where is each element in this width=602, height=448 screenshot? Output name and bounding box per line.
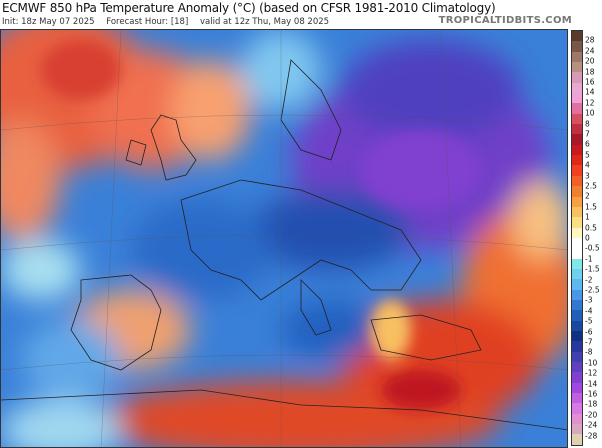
colorbar-label: -2 <box>585 275 593 285</box>
colorbar-label: -12 <box>585 368 598 378</box>
colorbar-swatch <box>572 320 582 331</box>
colorbar-swatch <box>572 434 582 445</box>
colorbar-label: -7 <box>585 337 593 347</box>
colorbar-swatch <box>572 196 582 207</box>
colorbar-label: -28 <box>585 431 598 441</box>
colorbar-label: 0 <box>585 233 590 243</box>
colorbar-swatch <box>572 51 582 63</box>
colorbar-label: 3 <box>585 171 590 181</box>
colorbar <box>571 30 583 446</box>
colorbar-label: -2.5 <box>585 285 600 295</box>
colorbar-label: -8 <box>585 347 593 357</box>
colorbar-label: -16 <box>585 389 598 399</box>
colorbar-label: 1.5 <box>585 202 597 212</box>
colorbar-swatch <box>572 413 582 425</box>
forecast-hour: Forecast Hour: [18] <box>106 17 189 27</box>
colorbar-swatch <box>572 186 582 197</box>
colorbar-swatch <box>572 217 582 228</box>
colorbar-swatch <box>572 155 582 166</box>
colorbar-swatch <box>572 351 582 362</box>
colorbar-label: 28 <box>585 35 595 45</box>
colorbar-swatch <box>572 310 582 321</box>
map-subtitle: Init: 18z May 07 2025 Forecast Hour: [18… <box>2 17 338 27</box>
temperature-anomaly-map <box>0 29 568 448</box>
colorbar-swatch <box>572 382 582 394</box>
colorbar-swatch <box>572 82 582 94</box>
colorbar-label: -20 <box>585 410 598 420</box>
colorbar-swatch <box>572 268 582 280</box>
colorbar-label: 2.5 <box>585 181 597 191</box>
colorbar-swatch <box>572 144 582 156</box>
colorbar-swatch <box>572 330 582 342</box>
colorbar-swatch <box>572 289 582 300</box>
colorbar-label: 20 <box>585 56 595 66</box>
colorbar-swatch <box>572 279 582 290</box>
brand-watermark: TROPICALTIDBITS.COM <box>438 15 572 26</box>
colorbar-swatch <box>572 237 582 249</box>
colorbar-swatch <box>572 165 582 176</box>
anomaly-field <box>1 30 567 447</box>
colorbar-label: -0.5 <box>585 243 600 253</box>
colorbar-label: -5 <box>585 316 593 326</box>
colorbar-label: 4 <box>585 160 590 170</box>
colorbar-swatch <box>572 62 582 73</box>
map-title: ECMWF 850 hPa Temperature Anomaly (°C) (… <box>2 1 496 15</box>
colorbar-swatch <box>572 113 582 125</box>
colorbar-swatch <box>572 31 582 42</box>
colorbar-swatch <box>572 175 582 187</box>
colorbar-swatch <box>572 341 582 352</box>
colorbar-label: 6 <box>585 139 590 149</box>
colorbar-labels: 28 24 20 18 16 14 12 10 8 7 6 5 4 3 2.5 2 1.5 1 0.5 0 -0.5 -1… <box>585 30 602 446</box>
colorbar-label: -18 <box>585 399 598 409</box>
colorbar-swatch <box>572 248 582 259</box>
grid-lines <box>1 30 567 447</box>
colorbar-label: 18 <box>585 67 595 77</box>
colorbar-label: 10 <box>585 108 595 118</box>
colorbar-swatch <box>572 41 582 52</box>
colorbar-label: 24 <box>585 46 595 56</box>
colorbar-swatch <box>572 424 582 435</box>
colorbar-label: 12 <box>585 98 595 108</box>
colorbar-label: -3 <box>585 295 593 305</box>
valid-time: valid at 12z Thu, May 08 2025 <box>199 17 330 27</box>
colorbar-swatch <box>572 72 582 83</box>
colorbar-label: 16 <box>585 77 595 87</box>
colorbar-label: -14 <box>585 379 598 389</box>
colorbar-label: -1 <box>585 254 593 264</box>
colorbar-swatch <box>572 206 582 218</box>
colorbar-swatch <box>572 299 582 311</box>
coastlines <box>1 59 567 431</box>
colorbar-swatch <box>572 393 582 404</box>
colorbar-swatch <box>572 93 582 104</box>
colorbar-swatch <box>572 103 582 114</box>
init-time: Init: 18z May 07 2025 <box>2 17 95 27</box>
colorbar-label: 8 <box>585 119 590 129</box>
colorbar-swatch <box>572 362 582 373</box>
colorbar-label: 14 <box>585 87 595 97</box>
colorbar-swatch <box>572 134 582 145</box>
colorbar-swatch <box>572 227 582 238</box>
colorbar-label: -4 <box>585 306 593 316</box>
colorbar-swatch <box>572 372 582 383</box>
colorbar-label: 1 <box>585 212 590 222</box>
colorbar-label: 0.5 <box>585 223 597 233</box>
colorbar-swatch <box>572 403 582 414</box>
colorbar-label: -1.5 <box>585 264 600 274</box>
colorbar-swatch <box>572 124 582 135</box>
colorbar-label: -6 <box>585 327 593 337</box>
colorbar-label: -10 <box>585 358 598 368</box>
colorbar-label: 7 <box>585 129 590 139</box>
colorbar-swatch <box>572 258 582 269</box>
colorbar-label: -24 <box>585 420 598 430</box>
colorbar-label: 2 <box>585 191 590 201</box>
colorbar-label: 5 <box>585 150 590 160</box>
